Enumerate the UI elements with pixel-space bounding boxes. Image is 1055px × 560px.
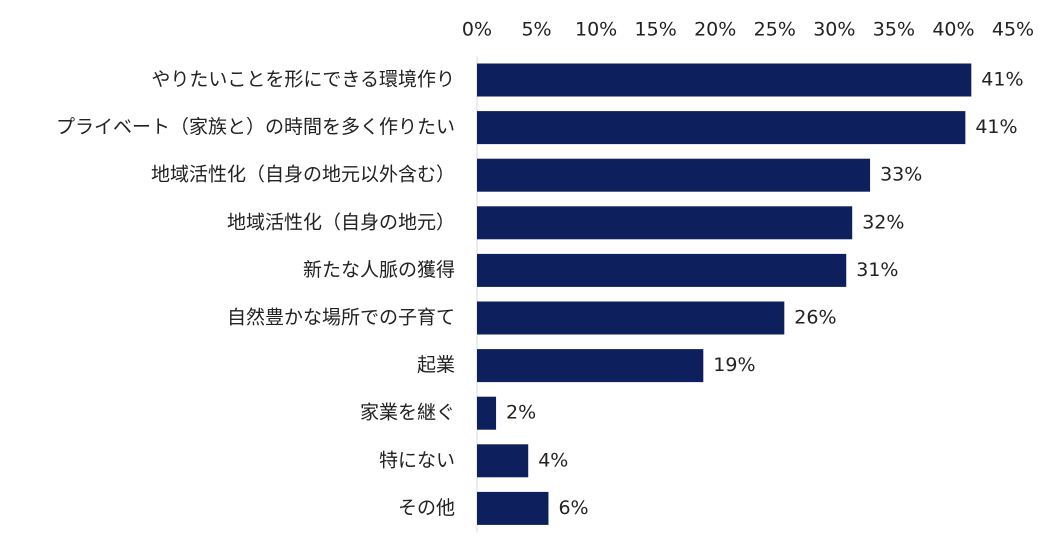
x-tick-label: 30% [813,19,855,41]
x-tick-label: 35% [873,19,915,41]
bar [477,158,871,192]
value-label: 2% [506,402,536,424]
bar [477,63,972,97]
category-label: 地域活性化（自身の地元） [227,211,455,233]
value-labels: 41% 41% 33% 32% 31% 26% 19% 2% 4% 6% [506,69,1023,519]
category-label: 自然豊かな場所での子育て [227,307,455,329]
bar [477,491,549,525]
value-label: 41% [981,69,1023,91]
category-label: 特にない [379,449,455,471]
x-axis-tick-labels: 0% 5% 10% 15% 20% 25% 30% 35% 40% 45% [462,19,1034,41]
category-label: 起業 [417,354,455,376]
x-tick-label: 40% [932,19,974,41]
bar [477,349,704,383]
value-label: 19% [713,354,755,376]
category-label: 家業を継ぐ [360,402,455,424]
value-label: 32% [862,211,904,233]
x-tick-label: 5% [521,19,551,41]
x-tick-label: 0% [462,19,492,41]
x-tick-label: 45% [992,19,1034,41]
x-tick-label: 15% [635,19,677,41]
category-label: 新たな人脈の獲得 [303,259,455,281]
bar [477,444,529,478]
value-label: 4% [538,449,568,471]
value-label: 6% [558,497,588,519]
value-label: 33% [880,164,922,186]
category-label: 地域活性化（自身の地元以外含む） [151,164,455,186]
bar [477,253,847,287]
x-tick-label: 20% [694,19,736,41]
category-labels: やりたいことを形にできる環境作りプライベート（家族と）の時間を多く作りたい地域活… [56,69,455,519]
bar [477,206,853,240]
bars [477,63,972,525]
category-label: やりたいことを形にできる環境作り [151,69,455,91]
bar [477,301,785,335]
value-label: 31% [856,259,898,281]
x-tick-label: 10% [575,19,617,41]
category-label: その他 [398,497,455,519]
category-label: プライベート（家族と）の時間を多く作りたい [56,116,455,138]
bar [477,396,497,430]
x-tick-label: 25% [754,19,796,41]
value-label: 41% [975,116,1017,138]
bar [477,111,966,145]
value-label: 26% [794,307,836,329]
